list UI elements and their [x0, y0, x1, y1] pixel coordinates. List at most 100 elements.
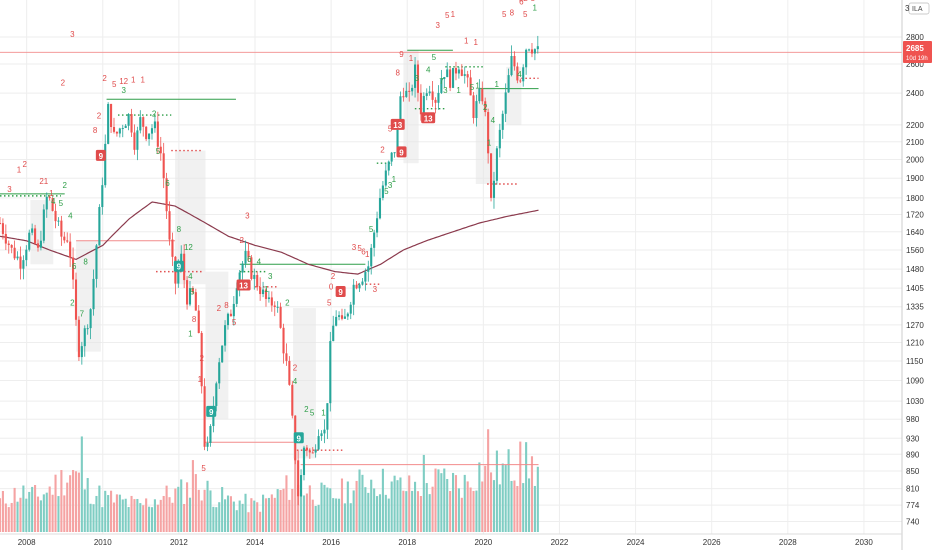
- candle-body: [115, 131, 118, 134]
- volume-bar: [387, 498, 390, 532]
- candle-body: [358, 284, 361, 289]
- volume-bar: [329, 488, 332, 532]
- volume-bar: [54, 474, 57, 532]
- volume-bar: [294, 458, 297, 532]
- volume-bar: [150, 507, 154, 532]
- volume-bar: [66, 482, 69, 532]
- volume-bar: [256, 502, 259, 532]
- sequence-count-label: 8: [224, 301, 229, 310]
- candle-body: [396, 122, 399, 153]
- volume-bar: [118, 494, 121, 532]
- sequence-count-label: 5: [531, 0, 536, 3]
- sequence-count-label: 2: [304, 405, 309, 414]
- top-price-tick: 3: [905, 4, 910, 13]
- candle-body: [57, 220, 60, 222]
- volume-bar: [536, 466, 539, 532]
- sequence-count-label: 8: [192, 315, 197, 324]
- candle-body: [288, 360, 291, 385]
- candlestick-layer: [0, 35, 539, 506]
- volume-bar: [390, 481, 393, 532]
- volume-bar: [361, 474, 364, 532]
- sequence-count-label: 3: [373, 285, 378, 294]
- candle-body: [314, 449, 317, 453]
- candle-body: [378, 197, 382, 219]
- candle-body: [335, 316, 338, 326]
- volume-bar: [36, 496, 40, 532]
- signal-marker-label: 9: [338, 288, 343, 297]
- volume-bar: [525, 442, 528, 532]
- signal-marker-label: 9: [399, 148, 404, 157]
- candle-body: [89, 309, 92, 329]
- candle-body: [241, 263, 244, 273]
- volume-bar: [308, 485, 311, 532]
- y-tick-label: 930: [906, 434, 920, 443]
- sequence-count-label: 1: [533, 4, 538, 13]
- volume-bar: [495, 450, 498, 532]
- signal-marker-box: [206, 405, 217, 417]
- candle-body: [530, 49, 534, 54]
- sequence-count-label: 3: [443, 86, 448, 95]
- candle-body: [454, 68, 458, 74]
- y-tick-label: 1800: [906, 194, 924, 203]
- volume-bar: [153, 499, 156, 532]
- candle-body: [77, 319, 80, 358]
- candle-body: [332, 325, 335, 342]
- candle-body: [466, 74, 469, 78]
- y-tick-label: 2400: [906, 89, 924, 98]
- scale-mode-badge[interactable]: ILA: [908, 2, 930, 15]
- sequence-count-label: 8: [93, 126, 98, 135]
- volume-bar: [478, 462, 481, 532]
- candle-body: [180, 253, 183, 267]
- candle-body: [69, 241, 72, 258]
- y-tick-label: 1560: [906, 246, 924, 255]
- y-tick-label: 2000: [906, 156, 924, 165]
- volume-bar: [320, 482, 323, 532]
- volume-bar: [259, 511, 262, 532]
- sequence-count-label: 1: [264, 285, 269, 294]
- candle-body: [507, 75, 510, 93]
- candle-body: [457, 69, 460, 74]
- candle-body: [104, 143, 107, 186]
- candle-body: [101, 185, 104, 208]
- y-tick-label: 1720: [906, 210, 924, 219]
- volume-bar: [492, 480, 496, 532]
- sequence-count-label: 3: [435, 21, 440, 30]
- last-price-value: 2685: [906, 44, 924, 53]
- sequence-count-label: 5: [369, 225, 374, 234]
- sequence-count-label: 5: [432, 53, 437, 62]
- sequence-count-label: 3: [352, 243, 357, 252]
- candle-body: [390, 152, 393, 162]
- volume-bar: [104, 490, 107, 532]
- volume-bar: [165, 485, 168, 532]
- volume-bar: [323, 484, 326, 532]
- candle-body: [437, 92, 440, 103]
- sequence-count-label: 3: [121, 86, 126, 95]
- candle-body: [136, 130, 139, 150]
- y-tick-label: 2100: [906, 138, 924, 147]
- volume-bar: [250, 498, 253, 532]
- signal-marker-box: [173, 260, 184, 272]
- volume-bar: [112, 502, 116, 532]
- signal-marker-label: 9: [99, 152, 104, 161]
- candle-body: [256, 274, 259, 288]
- volume-bar: [376, 496, 379, 532]
- volume-bar: [115, 494, 118, 532]
- candle-body: [218, 362, 221, 384]
- candle-body: [183, 253, 186, 281]
- volume-bar: [378, 494, 382, 532]
- volume-bar: [31, 486, 34, 532]
- signal-marker-box: [236, 279, 251, 291]
- sequence-count-label: 21: [39, 177, 48, 186]
- candle-body: [28, 232, 31, 250]
- candle-body: [422, 96, 425, 115]
- candle-body: [60, 220, 63, 237]
- sequence-count-label: 1: [392, 175, 397, 184]
- candle-body: [74, 279, 78, 320]
- candle-body: [428, 91, 431, 94]
- volume-bar: [416, 491, 420, 532]
- candle-body: [504, 92, 507, 114]
- sequence-count-label: 3: [388, 181, 393, 190]
- volume-bar: [19, 497, 22, 532]
- volume-bar: [297, 484, 300, 532]
